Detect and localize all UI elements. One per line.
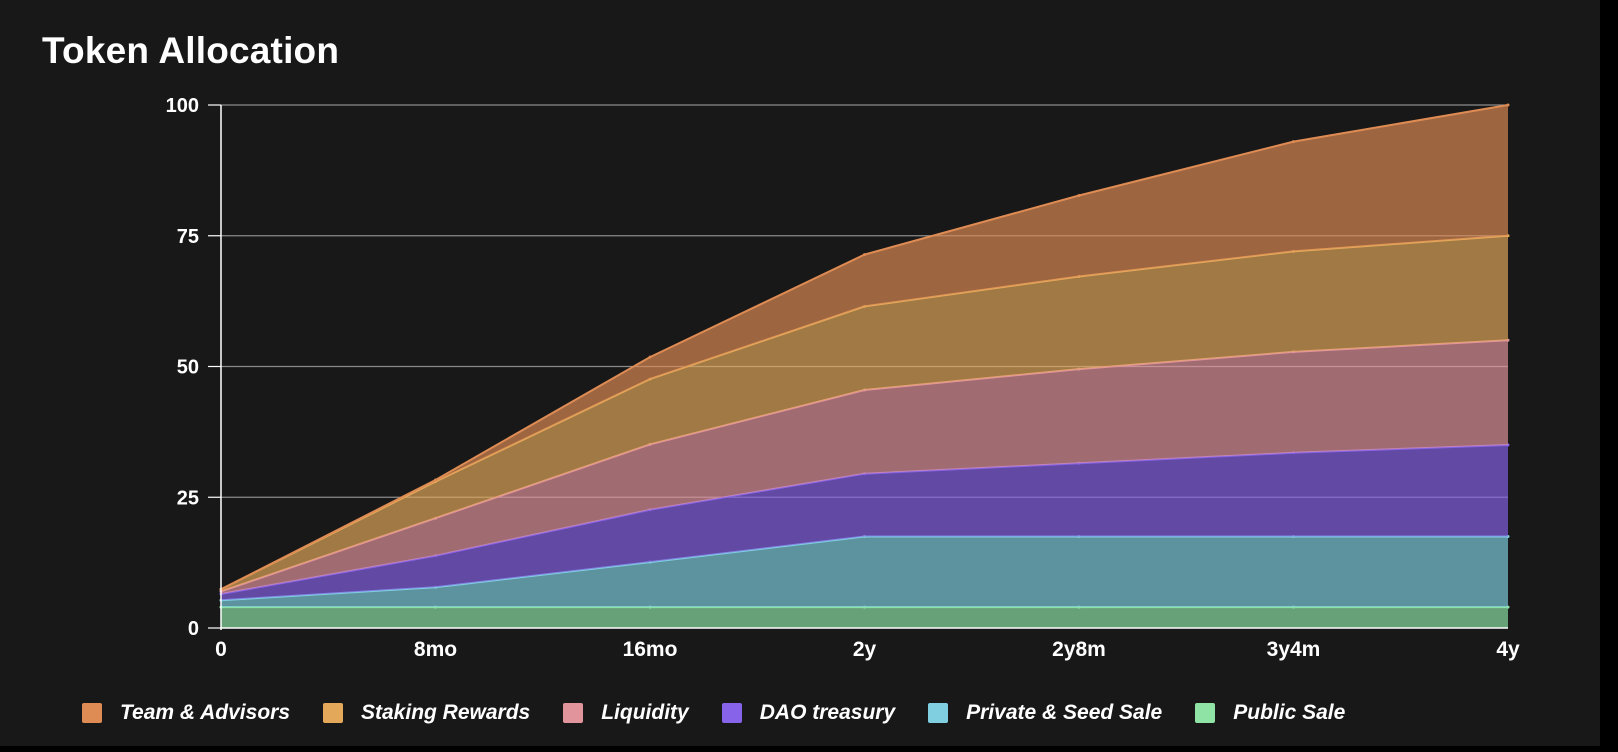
area-dao-treasury xyxy=(221,445,1508,601)
x-tick-label: 2y8m xyxy=(1052,638,1106,661)
legend-label: Liquidity xyxy=(601,701,689,724)
area-liquidity xyxy=(221,340,1508,594)
area-private-and-seed-sale xyxy=(221,536,1508,608)
chart-title: Token Allocation xyxy=(42,30,340,71)
point-team-and-advisors xyxy=(1077,194,1081,197)
legend-item-dao-treasury[interactable]: DAO treasury xyxy=(721,701,896,725)
x-tick-label: 3y4m xyxy=(1267,638,1321,661)
legend-swatch xyxy=(1195,703,1216,723)
x-tick-label: 8mo xyxy=(414,638,457,661)
legend-label: DAO treasury xyxy=(759,701,896,724)
point-team-and-advisors xyxy=(863,253,866,257)
point-team-and-advisors xyxy=(648,355,652,359)
y-tick-label: 25 xyxy=(177,487,199,509)
y-tick-label: 75 xyxy=(177,226,199,248)
y-tick-label: 50 xyxy=(177,357,199,379)
area-staking-rewards xyxy=(221,235,1508,592)
y-tick-label: 100 xyxy=(166,95,199,117)
legend-item-public-sale[interactable]: Public Sale xyxy=(1195,701,1345,725)
axes: 0 25 50 75 100 0 8mo 16mo 2y 2y8m 3y4m 4y xyxy=(166,95,1520,661)
x-tick-label: 2y xyxy=(853,638,877,661)
legend: Team & Advisors Staking Rewards Liquidity D… xyxy=(82,699,1378,727)
legend-item-team-and-advisors[interactable]: Team & Advisors xyxy=(82,701,290,725)
point-team-and-advisors xyxy=(1506,103,1510,107)
x-tick-label: 4y xyxy=(1496,638,1520,661)
area-public-sale xyxy=(221,607,1508,628)
legend-swatch xyxy=(721,703,742,723)
point-team-and-advisors xyxy=(1292,140,1295,144)
x-tick-label: 0 xyxy=(215,638,227,661)
area-team-and-advisors xyxy=(221,105,1508,590)
y-tick-label: 0 xyxy=(188,618,199,640)
legend-label: Staking Rewards xyxy=(361,701,531,724)
legend-swatch xyxy=(928,703,949,723)
legend-swatch xyxy=(323,703,343,723)
point-team-and-advisors xyxy=(434,478,437,482)
legend-label: Team & Advisors xyxy=(120,701,290,724)
legend-item-private-and-seed-sale[interactable]: Private & Seed Sale xyxy=(928,701,1162,725)
legend-swatch xyxy=(82,703,102,723)
area-series xyxy=(219,103,1510,628)
legend-item-staking-rewards[interactable]: Staking Rewards xyxy=(323,701,530,725)
legend-swatch xyxy=(563,703,584,723)
legend-label: Private & Seed Sale xyxy=(966,701,1163,724)
x-tick-label: 16mo xyxy=(623,638,678,661)
legend-item-liquidity[interactable]: Liquidity xyxy=(563,701,689,725)
legend-label: Public Sale xyxy=(1233,701,1346,724)
